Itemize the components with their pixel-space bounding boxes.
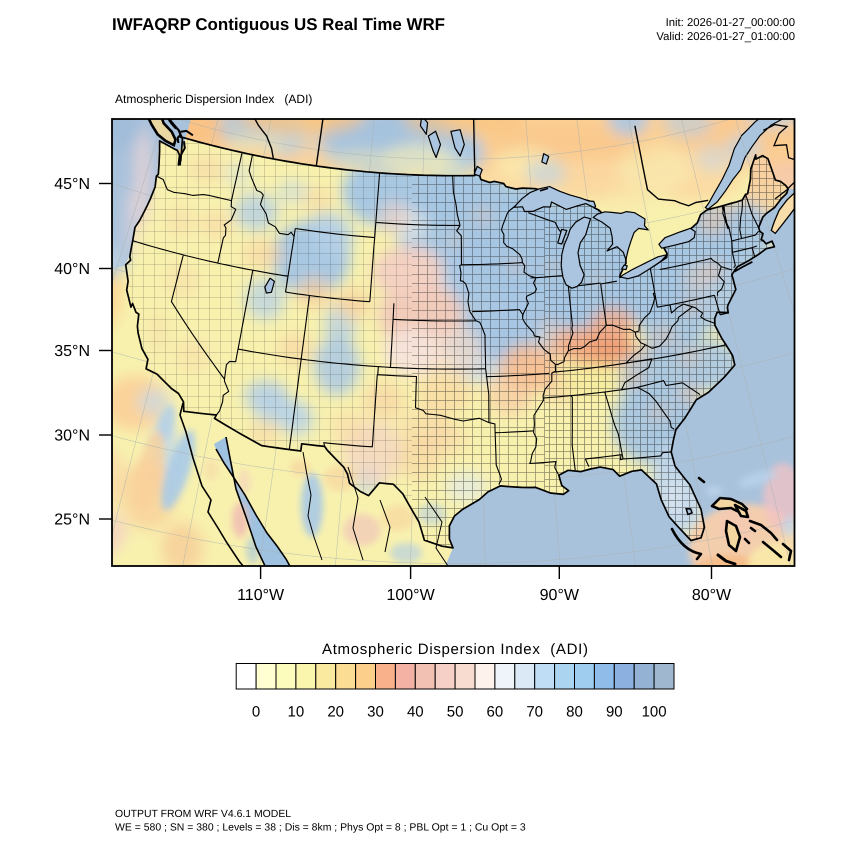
svg-text:110°W: 110°W (237, 587, 285, 604)
svg-text:40°N: 40°N (54, 261, 90, 278)
svg-text:90: 90 (606, 704, 623, 721)
svg-text:100°W: 100°W (386, 587, 435, 604)
svg-text:60: 60 (487, 704, 504, 721)
svg-text:Valid: 2026-01-27_01:00:00: Valid: 2026-01-27_01:00:00 (656, 31, 795, 43)
svg-text:30°N: 30°N (54, 428, 90, 445)
svg-text:0: 0 (252, 704, 260, 721)
svg-text:10: 10 (288, 704, 305, 721)
svg-text:90°W: 90°W (540, 587, 580, 604)
svg-text:45°N: 45°N (54, 176, 90, 193)
svg-text:100: 100 (642, 704, 667, 721)
svg-text:WE = 580 ; SN = 380 ; Levels =: WE = 580 ; SN = 380 ; Levels = 38 ; Dis … (115, 823, 526, 834)
svg-text:20: 20 (327, 704, 344, 721)
svg-text:80: 80 (566, 704, 583, 721)
svg-text:Atmospheric Dispersion Index: Atmospheric Dispersion Index (ADI) (322, 641, 588, 658)
svg-text:Init: 2026-01-27_00:00:00: Init: 2026-01-27_00:00:00 (666, 17, 795, 29)
svg-text:50: 50 (447, 704, 464, 721)
svg-text:35°N: 35°N (54, 343, 90, 360)
svg-text:Atmospheric Dispersion Index: Atmospheric Dispersion Index (ADI) (115, 92, 312, 106)
svg-text:25°N: 25°N (54, 512, 90, 529)
svg-text:IWFAQRP Contiguous US Real Tim: IWFAQRP Contiguous US Real Time WRF (112, 15, 445, 34)
svg-text:80°W: 80°W (692, 587, 732, 604)
svg-text:OUTPUT FROM WRF V4.6.1 MODEL: OUTPUT FROM WRF V4.6.1 MODEL (115, 809, 291, 820)
svg-text:40: 40 (407, 704, 424, 721)
svg-text:30: 30 (367, 704, 384, 721)
svg-text:70: 70 (526, 704, 543, 721)
